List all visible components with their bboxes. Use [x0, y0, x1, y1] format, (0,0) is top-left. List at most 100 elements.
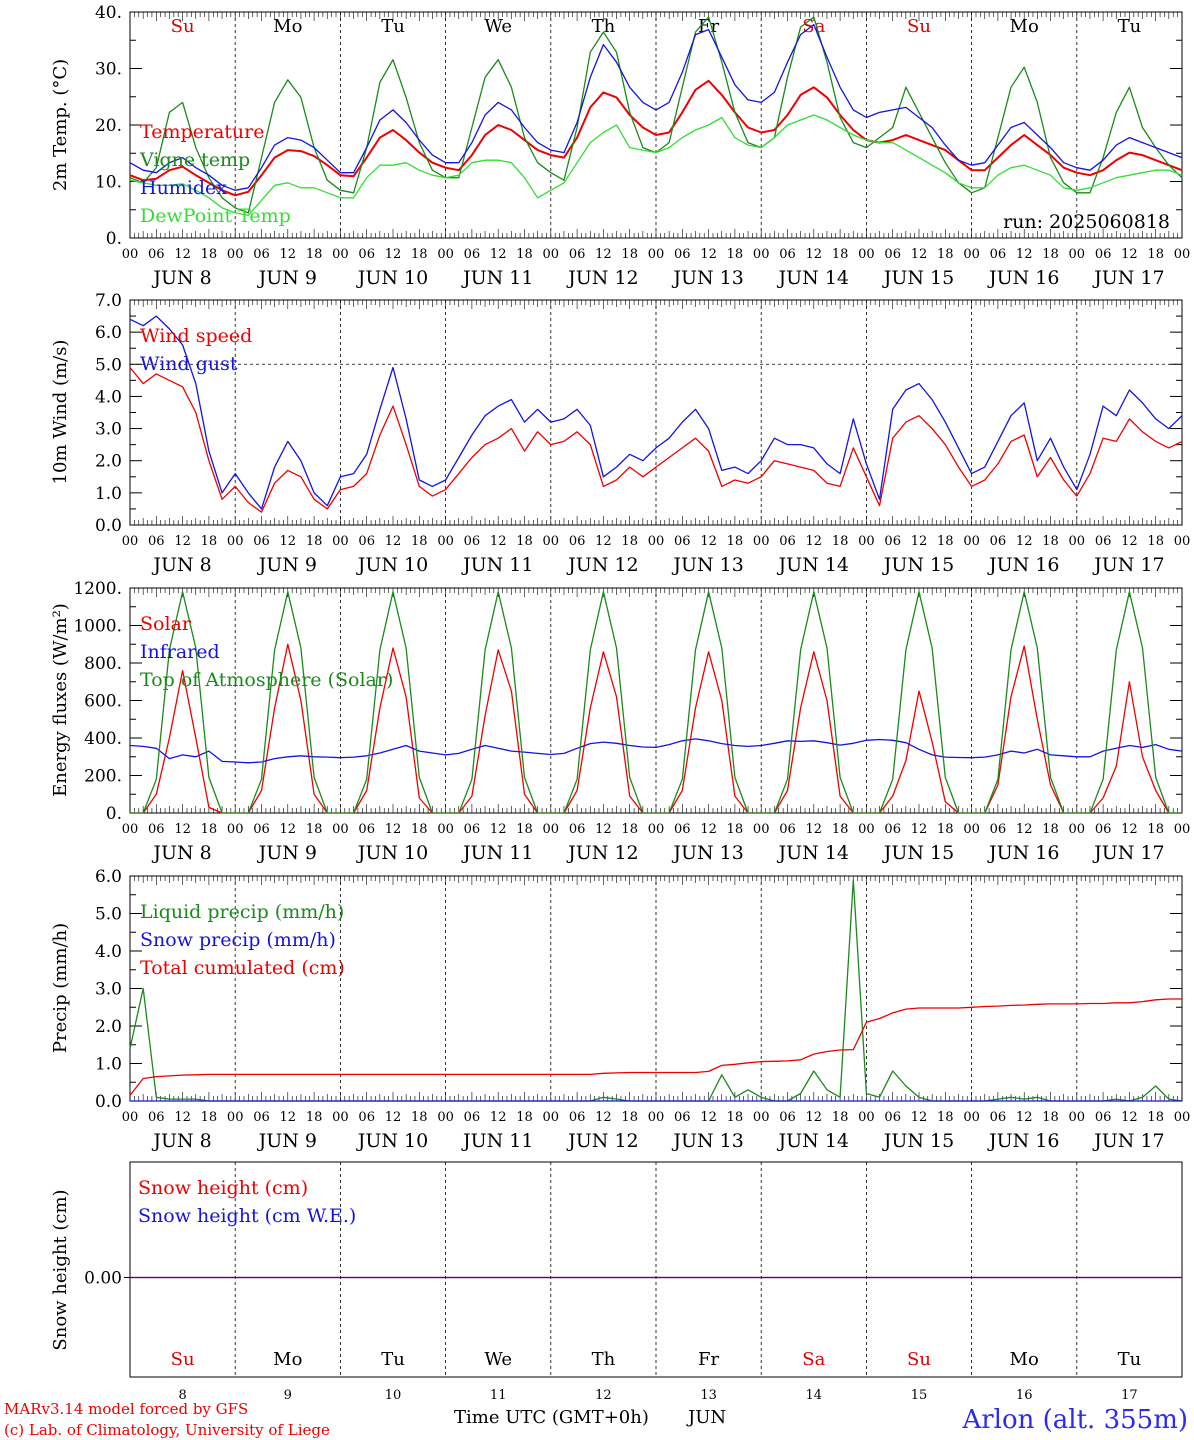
- hour-tick-label: 06: [779, 1110, 796, 1125]
- day-label: JUN 9: [257, 842, 317, 864]
- hour-tick-label: 12: [911, 1110, 928, 1125]
- hour-tick-label: 12: [174, 1110, 191, 1125]
- credit-line-1: MARv3.14 model forced by GFS: [4, 1400, 248, 1418]
- hour-tick-label: 18: [1042, 247, 1059, 262]
- hour-tick-label: 06: [148, 822, 165, 837]
- hour-tick-label: 12: [595, 822, 612, 837]
- hour-tick-label: 00: [437, 534, 454, 549]
- legend-entry: Wind gust: [140, 353, 238, 375]
- hour-tick-label: 06: [990, 1110, 1007, 1125]
- hour-tick-label: 06: [569, 534, 586, 549]
- day-label: JUN 12: [566, 267, 638, 289]
- hour-tick-label: 00: [648, 534, 665, 549]
- day-label: JUN 8: [151, 554, 211, 576]
- day-label: JUN 12: [566, 1130, 638, 1152]
- hour-tick-label: 06: [674, 247, 691, 262]
- hour-tick-label: 00: [437, 1110, 454, 1125]
- day-label: JUN 12: [566, 554, 638, 576]
- day-label: JUN 9: [257, 1130, 317, 1152]
- hour-tick-label: 00: [753, 1110, 770, 1125]
- hour-tick-label: 18: [411, 534, 428, 549]
- weekday-label: We: [484, 16, 512, 37]
- hour-tick-label: 00: [437, 247, 454, 262]
- hour-tick-label: 00: [753, 247, 770, 262]
- y-tick-label: 10.: [95, 173, 122, 193]
- weekday-label: Sa: [802, 1349, 825, 1370]
- day-label: JUN 11: [461, 1130, 533, 1152]
- panel-3: 0. 200. 400. 600. 800. 1000. 1200.Energy fluxe…: [50, 579, 1190, 864]
- hour-tick-label: 06: [569, 247, 586, 262]
- series-line-humidex: [129, 23, 1183, 191]
- day-label: JUN 8: [151, 1130, 211, 1152]
- weekday-label: Tu: [381, 1349, 405, 1370]
- legend-entry: Snow height (cm): [138, 1177, 308, 1199]
- hour-tick-label: 18: [1147, 247, 1164, 262]
- hour-tick-label: 18: [411, 822, 428, 837]
- day-label: JUN 13: [671, 267, 743, 289]
- hour-tick-label: 06: [358, 1110, 375, 1125]
- weekday-label: Su: [171, 16, 195, 37]
- hour-tick-label: 18: [411, 1110, 428, 1125]
- weekday-label: Tu: [1118, 1349, 1142, 1370]
- panels: 0. 10. 20. 30. 40. 2m Temp. (°C) Su Mo Tu We Th Fr S…: [50, 3, 1190, 1403]
- run-annotation: run: 2025060818: [1003, 211, 1170, 233]
- day-number: 12: [595, 1388, 612, 1403]
- hour-tick-label: 06: [358, 822, 375, 837]
- hour-tick-label: 12: [280, 1110, 297, 1125]
- hour-tick-label: 06: [1095, 247, 1112, 262]
- legend-entry: Humidex: [140, 177, 227, 199]
- legend-entry: Solar: [140, 613, 192, 635]
- hour-tick-label: 00: [1069, 247, 1086, 262]
- hour-tick-label: 18: [1042, 822, 1059, 837]
- legend-entry: DewPoint Temp: [140, 205, 291, 227]
- panel-frame: [129, 299, 1183, 526]
- hour-tick-label: 18: [727, 822, 744, 837]
- panel-5: 0.00 Snow height (cm) Snow height (cm) Snow…: [50, 1161, 1183, 1403]
- day-number: 11: [490, 1388, 507, 1403]
- series-line-dewpoint-temp: [129, 114, 1183, 217]
- y-axis-label: Precip (mm/h): [50, 923, 71, 1053]
- y-tick-label: 200.: [84, 767, 122, 787]
- hour-tick-label: 18: [937, 822, 954, 837]
- hour-tick-label: 12: [490, 247, 507, 262]
- hour-tick-label: 00: [858, 534, 875, 549]
- day-label: JUN 11: [461, 842, 533, 864]
- hour-tick-label: 18: [1147, 1110, 1164, 1125]
- hour-tick-label: 06: [990, 247, 1007, 262]
- weekday-label: Th: [592, 16, 616, 37]
- y-tick-label: 0.0: [95, 1092, 122, 1112]
- hour-tick-label: 06: [253, 1110, 270, 1125]
- hour-tick-label: 18: [621, 822, 638, 837]
- hour-tick-label: 00: [858, 247, 875, 262]
- day-label: JUN 17: [1092, 1130, 1164, 1152]
- y-tick-label: 4.0: [95, 387, 122, 407]
- hour-tick-label: 18: [1147, 822, 1164, 837]
- hour-tick-label: 18: [411, 247, 428, 262]
- y-tick-label: 1200.: [73, 579, 122, 599]
- credit-line-2: (c) Lab. of Climatology, University of L…: [4, 1421, 330, 1439]
- day-label: JUN 10: [356, 554, 428, 576]
- day-label: JUN 17: [1092, 842, 1164, 864]
- hour-tick-label: 06: [464, 1110, 481, 1125]
- weekday-label: Su: [907, 1349, 931, 1370]
- day-label: JUN 15: [882, 1130, 954, 1152]
- hour-tick-label: 18: [306, 1110, 323, 1125]
- day-label: JUN 14: [777, 267, 849, 289]
- hour-tick-label: 12: [280, 247, 297, 262]
- hour-tick-label: 06: [1095, 534, 1112, 549]
- hour-tick-label: 06: [569, 822, 586, 837]
- hour-tick-label: 12: [1121, 247, 1138, 262]
- series-line-wind-speed: [129, 367, 1183, 513]
- hour-tick-label: 18: [937, 247, 954, 262]
- hour-tick-label: 12: [1016, 1110, 1033, 1125]
- hour-tick-label: 06: [884, 822, 901, 837]
- y-tick-label: 400.: [84, 729, 122, 749]
- hour-tick-label: 18: [937, 534, 954, 549]
- hour-tick-label: 12: [595, 247, 612, 262]
- y-tick-label: 20.: [95, 116, 122, 136]
- weekday-label: We: [484, 1349, 512, 1370]
- hour-tick-label: 00: [1174, 822, 1191, 837]
- hour-tick-label: 18: [1147, 534, 1164, 549]
- hour-tick-label: 12: [700, 247, 717, 262]
- day-number: 13: [700, 1388, 717, 1403]
